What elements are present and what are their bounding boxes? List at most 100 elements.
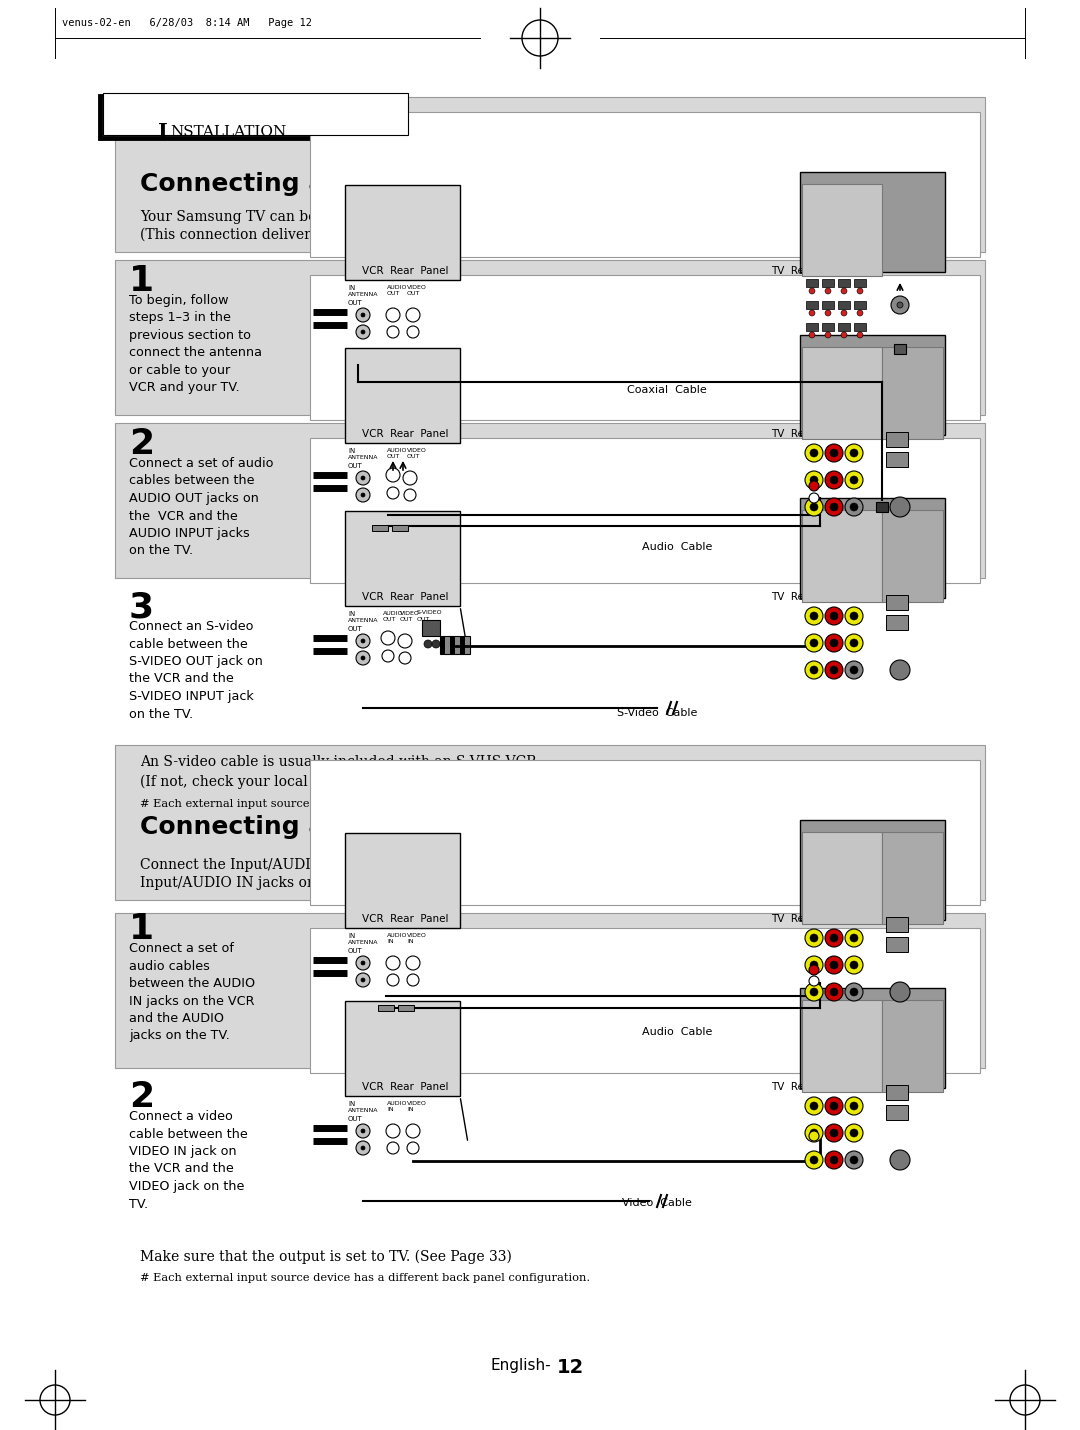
Bar [445, 636, 450, 654]
Circle shape [831, 666, 838, 674]
Circle shape [805, 1097, 823, 1115]
Circle shape [825, 661, 843, 679]
Circle shape [810, 1155, 818, 1164]
Text: IN: IN [387, 1107, 393, 1113]
Bar [800, 498, 945, 598]
Circle shape [387, 488, 399, 499]
Bar [422, 621, 440, 636]
Text: Connect a set of audio
cables between the
AUDIO OUT jacks on
the  VCR and the
AU: Connect a set of audio cables between th… [129, 458, 273, 558]
Bar [800, 988, 945, 1088]
Circle shape [809, 332, 815, 337]
Circle shape [810, 934, 818, 942]
Text: TV  Rear  Panel: TV Rear Panel [771, 429, 849, 439]
Bar [310, 438, 980, 583]
Circle shape [890, 661, 910, 681]
Text: 1: 1 [129, 265, 154, 297]
Text: TV  Rear  Panel: TV Rear Panel [771, 914, 849, 924]
Text: IN: IN [348, 1101, 355, 1107]
Circle shape [356, 470, 370, 485]
Bar [886, 937, 908, 952]
Circle shape [825, 982, 843, 1001]
Circle shape [810, 639, 818, 646]
Text: Connecting an S-VHS VCR: Connecting an S-VHS VCR [140, 172, 502, 196]
Bar [345, 347, 460, 443]
Text: IN: IN [407, 940, 414, 944]
Circle shape [805, 930, 823, 947]
Text: Connect an S-video
cable between the
S-VIDEO OUT jack on
the VCR and the
S-VIDEO: Connect an S-video cable between the S-V… [129, 621, 262, 721]
Text: I: I [158, 122, 167, 142]
Text: ANTENNA: ANTENNA [348, 455, 378, 460]
Text: TV  Rear  Panel: TV Rear Panel [771, 1083, 849, 1093]
Circle shape [845, 661, 863, 679]
Circle shape [382, 651, 394, 662]
Text: ANTENNA: ANTENNA [348, 1108, 378, 1113]
Bar [886, 452, 908, 468]
Circle shape [809, 965, 819, 975]
Text: venus-02-en   6/28/03  8:14 AM   Page 12: venus-02-en 6/28/03 8:14 AM Page 12 [62, 19, 312, 29]
Circle shape [850, 476, 858, 483]
Bar [378, 1005, 394, 1011]
Text: OUT: OUT [400, 616, 414, 622]
Circle shape [809, 493, 819, 503]
Circle shape [831, 961, 838, 970]
Circle shape [845, 1097, 863, 1115]
Circle shape [361, 1145, 365, 1150]
Circle shape [831, 1130, 838, 1137]
Bar [399, 1005, 414, 1011]
Circle shape [825, 498, 843, 516]
Circle shape [845, 1124, 863, 1143]
Circle shape [356, 1124, 370, 1138]
Circle shape [845, 1151, 863, 1168]
Bar [886, 595, 908, 611]
Text: 3: 3 [129, 591, 154, 623]
Text: 2: 2 [129, 428, 154, 460]
Text: VCR  Rear  Panel: VCR Rear Panel [362, 914, 448, 924]
Circle shape [831, 476, 838, 483]
Text: OUT: OUT [387, 453, 401, 459]
Bar [345, 511, 460, 606]
Circle shape [825, 470, 843, 489]
Circle shape [810, 1130, 818, 1137]
Circle shape [805, 633, 823, 652]
Circle shape [890, 498, 910, 518]
Circle shape [805, 606, 823, 625]
Circle shape [432, 641, 440, 648]
Circle shape [850, 503, 858, 511]
Bar [465, 636, 470, 654]
Bar [800, 819, 945, 919]
Text: VIDEO: VIDEO [407, 448, 427, 453]
Bar [114, 97, 985, 252]
Circle shape [825, 1151, 843, 1168]
Circle shape [356, 1141, 370, 1155]
Text: # Each external input source device has a different back panel configuration.: # Each external input source device has … [140, 799, 590, 809]
Bar [460, 636, 465, 654]
Bar [876, 502, 888, 512]
Text: Connect a set of
audio cables
between the AUDIO
IN jacks on the VCR
and the AUDI: Connect a set of audio cables between th… [129, 942, 255, 1042]
Circle shape [825, 1124, 843, 1143]
Bar [372, 525, 388, 531]
Circle shape [809, 977, 819, 987]
Text: ANTENNA: ANTENNA [348, 292, 378, 297]
Circle shape [858, 332, 863, 337]
Circle shape [361, 330, 365, 335]
Bar [100, 96, 405, 139]
Circle shape [356, 651, 370, 665]
Circle shape [805, 498, 823, 516]
Circle shape [361, 493, 365, 498]
Text: An S-video cable is usually included with an S-VHS VCR.: An S-video cable is usually included wit… [140, 755, 541, 769]
Bar [802, 511, 882, 602]
Bar [838, 279, 850, 287]
Circle shape [356, 488, 370, 502]
Circle shape [841, 310, 847, 316]
Text: NSTALLATION: NSTALLATION [170, 124, 286, 139]
Bar [450, 636, 455, 654]
Circle shape [407, 1143, 419, 1154]
Circle shape [831, 612, 838, 621]
Text: (If not, check your local electronics store.): (If not, check your local electronics st… [140, 775, 441, 789]
Text: Coaxial  Cable: Coaxial Cable [627, 385, 707, 395]
Text: S-Video  Cable: S-Video Cable [617, 708, 698, 718]
Bar [455, 636, 460, 654]
Text: IN: IN [348, 285, 355, 290]
Text: AUDIO: AUDIO [387, 932, 407, 938]
Text: VIDEO: VIDEO [407, 1101, 427, 1105]
